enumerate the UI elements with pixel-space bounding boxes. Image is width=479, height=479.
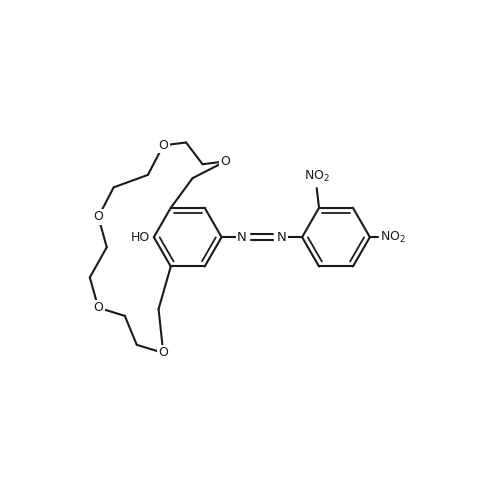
Text: O: O bbox=[220, 155, 230, 168]
Text: O: O bbox=[93, 301, 103, 314]
Text: HO: HO bbox=[131, 231, 150, 244]
Text: NO$_2$: NO$_2$ bbox=[380, 229, 406, 245]
Text: O: O bbox=[159, 346, 168, 359]
Text: N: N bbox=[237, 231, 247, 244]
Text: N: N bbox=[277, 231, 286, 244]
Text: O: O bbox=[93, 210, 103, 223]
Text: O: O bbox=[159, 139, 168, 152]
Text: NO$_2$: NO$_2$ bbox=[304, 169, 330, 184]
